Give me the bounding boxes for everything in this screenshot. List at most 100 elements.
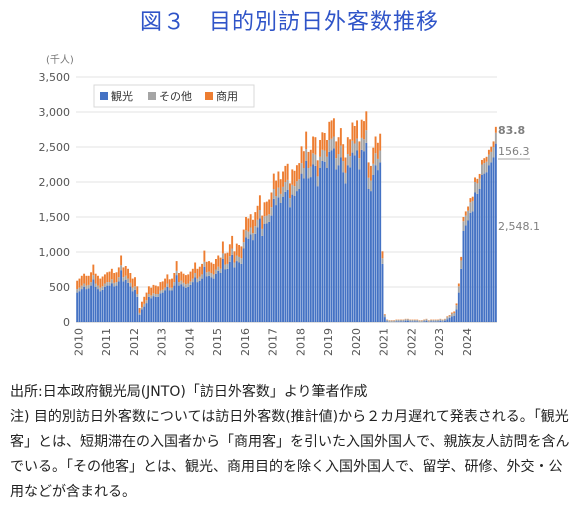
bar-segment-tourism bbox=[201, 278, 204, 322]
bar-segment-tourism bbox=[240, 263, 243, 322]
bar-segment-tourism bbox=[286, 189, 289, 322]
bar-segment-tourism bbox=[402, 321, 405, 322]
bar-segment-other bbox=[113, 282, 116, 287]
bar-segment-tourism bbox=[409, 321, 412, 322]
bar-segment-business bbox=[457, 283, 460, 287]
bar-segment-business bbox=[490, 146, 493, 152]
bar-segment-business bbox=[485, 156, 488, 162]
bar-segment-business bbox=[224, 253, 227, 265]
bar-segment-tourism bbox=[233, 267, 236, 322]
bar-segment-other bbox=[247, 231, 250, 239]
x-tick-label: 2019 bbox=[322, 328, 335, 356]
bar-segment-business bbox=[464, 211, 467, 216]
bar-segment-tourism bbox=[113, 286, 116, 322]
bar-segment-tourism bbox=[265, 223, 268, 322]
bar-segment-other bbox=[212, 274, 215, 279]
bar-segment-other bbox=[388, 320, 391, 322]
bar-segment-other bbox=[159, 290, 162, 294]
bar-segment-tourism bbox=[279, 203, 282, 322]
bar-segment-tourism bbox=[369, 191, 372, 322]
bar-segment-other bbox=[166, 283, 169, 287]
bar-segment-other bbox=[471, 200, 474, 212]
bar-segment-tourism bbox=[277, 197, 280, 322]
bar-segment-tourism bbox=[467, 220, 470, 322]
bar-segment-tourism bbox=[143, 306, 146, 322]
bar-segment-business bbox=[85, 275, 88, 286]
bar-segment-tourism bbox=[404, 320, 407, 322]
bar-segment-tourism bbox=[182, 286, 185, 322]
bar-segment-business bbox=[298, 163, 301, 180]
annotation-tourism: 2,548.1 bbox=[498, 220, 540, 233]
bar-segment-other bbox=[138, 312, 141, 315]
bar-segment-business bbox=[379, 133, 382, 151]
bar-segment-business bbox=[254, 212, 257, 227]
bar-segment-tourism bbox=[161, 292, 164, 322]
bar-segment-business bbox=[346, 137, 349, 154]
bar-segment-tourism bbox=[140, 309, 143, 322]
bar-segment-other bbox=[279, 193, 282, 203]
bar-segment-tourism bbox=[381, 263, 384, 322]
bar-segment-other bbox=[198, 276, 201, 281]
bar-segment-business bbox=[194, 262, 197, 273]
bar-segment-business bbox=[166, 274, 169, 284]
bar-segment-tourism bbox=[469, 212, 472, 322]
bar-segment-tourism bbox=[254, 233, 257, 322]
y-tick-label: 2,000 bbox=[39, 176, 71, 189]
bar-segment-other bbox=[332, 136, 335, 149]
bar-segment-other bbox=[252, 233, 254, 241]
bar-segment-tourism bbox=[99, 291, 102, 322]
bar-segment-business bbox=[90, 272, 92, 283]
bar-segment-business bbox=[351, 122, 354, 141]
bar-segment-tourism bbox=[154, 296, 157, 322]
bar-segment-business bbox=[238, 245, 241, 257]
bar-segment-other bbox=[182, 282, 185, 287]
bar-segment-tourism bbox=[307, 178, 310, 322]
bar-segment-business bbox=[323, 133, 326, 151]
bar-segment-business bbox=[157, 286, 160, 294]
bar-segment-business bbox=[189, 271, 192, 282]
bar-segment-other bbox=[203, 261, 206, 267]
bar-segment-tourism bbox=[300, 173, 303, 322]
bar-segment-business bbox=[476, 178, 479, 184]
bar-segment-tourism bbox=[282, 196, 284, 322]
bar-segment-business bbox=[247, 218, 250, 232]
bar-segment-other bbox=[177, 282, 180, 286]
bar-segment-tourism bbox=[189, 284, 192, 322]
bar-segment-tourism bbox=[298, 189, 301, 322]
bar-segment-tourism bbox=[314, 165, 317, 322]
bar-segment-other bbox=[430, 319, 433, 322]
bar-segment-other bbox=[469, 202, 472, 213]
bar-segment-business bbox=[367, 162, 370, 178]
bar-segment-business bbox=[265, 201, 268, 216]
bar-segment-business bbox=[110, 268, 113, 280]
bar-segment-other bbox=[226, 263, 229, 269]
bar-segment-other bbox=[249, 227, 252, 235]
bar-segment-business bbox=[381, 251, 384, 259]
bar-segment-business bbox=[221, 241, 224, 254]
bar-segment-tourism bbox=[226, 268, 229, 322]
bar-segment-tourism bbox=[247, 238, 250, 322]
bar-segment-tourism bbox=[485, 172, 488, 322]
bar-segment-other bbox=[291, 184, 294, 195]
bar-segment-tourism bbox=[492, 157, 495, 322]
bar-segment-tourism bbox=[78, 291, 81, 322]
bar-segment-tourism bbox=[219, 273, 222, 322]
bar-segment-other bbox=[490, 151, 493, 163]
bar-segment-business bbox=[205, 261, 208, 273]
bar-segment-tourism bbox=[275, 205, 278, 322]
bar-segment-business bbox=[305, 131, 308, 150]
bar-segment-business bbox=[108, 271, 111, 283]
bar-segment-business bbox=[332, 118, 335, 137]
bar-segment-tourism bbox=[293, 196, 296, 322]
bar-segment-tourism bbox=[245, 237, 247, 322]
bar-segment-other bbox=[455, 305, 458, 310]
bar-segment-tourism bbox=[150, 298, 153, 322]
bar-segment-other bbox=[168, 287, 171, 291]
bar-segment-business bbox=[356, 120, 358, 139]
bar-segment-other bbox=[106, 282, 109, 286]
bar-segment-other bbox=[120, 265, 123, 271]
bar-segment-tourism bbox=[346, 165, 349, 322]
bar-segment-other bbox=[87, 284, 90, 289]
bar-segment-other bbox=[462, 221, 465, 231]
bar-segment-tourism bbox=[309, 177, 312, 322]
